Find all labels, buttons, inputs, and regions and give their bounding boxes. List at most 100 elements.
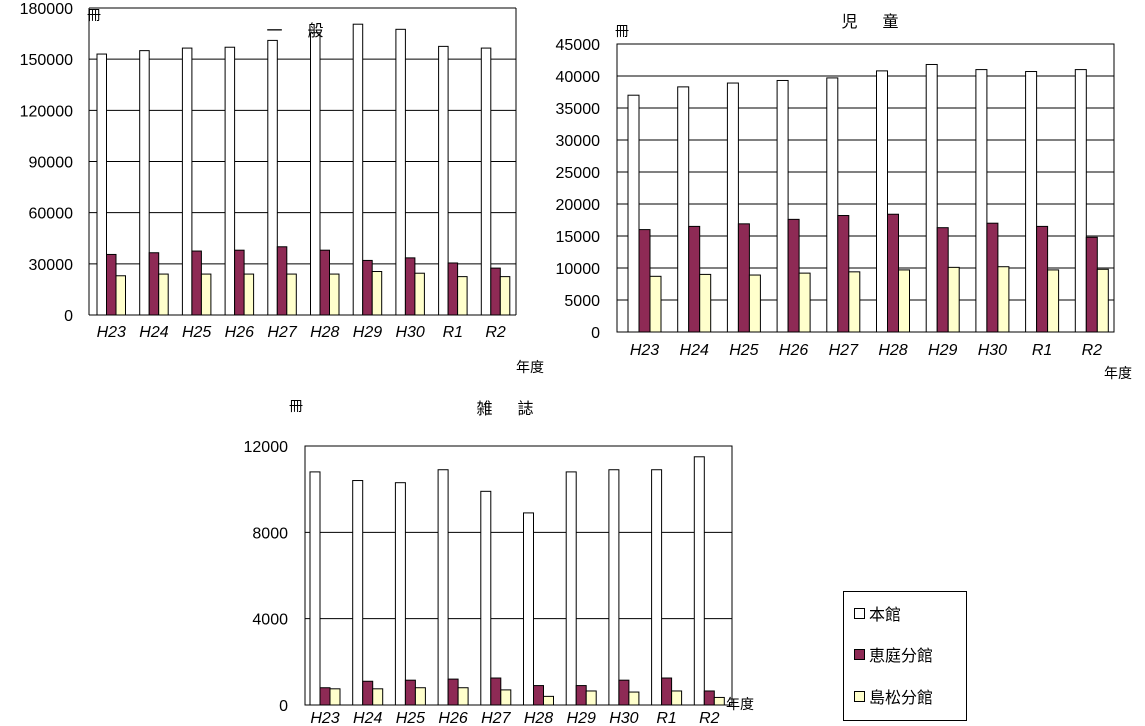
magazine-bar-eniwa-R2 (703, 690, 715, 706)
children-bar-shimamatsu-H29 (947, 266, 960, 333)
children-bar-eniwa-R1 (1036, 225, 1049, 333)
children-x-axis-label: 年度 (1104, 366, 1132, 382)
children-bar-eniwa-H29 (936, 227, 949, 333)
children-bar-shimamatsu-R1 (1047, 269, 1060, 333)
children-bar-eniwa-H24 (688, 225, 701, 333)
magazine-bar-eniwa-H29 (575, 685, 587, 706)
general-ytick-label-2: 60000 (29, 206, 74, 223)
general-x-axis-label: 年度 (516, 360, 544, 376)
children-ytick-label-0: 0 (591, 325, 600, 342)
children-chart-title: 児 童 (841, 12, 908, 31)
legend-swatch-shimamatsu (854, 690, 865, 702)
general-xtick-label-H28: H28 (310, 324, 339, 341)
children-bar-shimamatsu-H26 (798, 272, 811, 333)
children-xtick-label-H29: H29 (928, 342, 957, 359)
magazine-bar-eniwa-H23 (319, 687, 331, 706)
children-bar-honkan-H25 (726, 82, 739, 333)
general-bar-shimamatsu-H30 (414, 272, 425, 316)
general-xtick-label-H25: H25 (182, 324, 211, 341)
children-bar-honkan-R1 (1025, 71, 1038, 333)
general-bar-honkan-H26 (224, 46, 236, 316)
children-xtick-label-H24: H24 (680, 342, 709, 359)
magazine-ytick-label-1: 4000 (252, 612, 288, 629)
magazine-xtick-label-H24: H24 (353, 710, 382, 726)
children-bar-honkan-H23 (627, 94, 640, 333)
magazine-xtick-label-H27: H27 (481, 710, 511, 726)
children-bar-shimamatsu-R2 (1096, 268, 1109, 333)
children-bar-eniwa-H25 (737, 223, 750, 333)
children-y-unit-label: 冊 (615, 24, 629, 40)
magazine-bar-shimamatsu-H25 (414, 687, 426, 706)
general-bar-shimamatsu-H23 (115, 275, 126, 316)
general-ytick-label-4: 120000 (20, 103, 73, 120)
children-bar-shimamatsu-H24 (699, 273, 712, 333)
legend: 本館 恵庭分館 島松分館 (843, 591, 967, 721)
children-ytick-label-9: 45000 (556, 37, 601, 54)
magazine-xtick-label-H30: H30 (609, 710, 638, 726)
children-bar-honkan-R2 (1074, 69, 1087, 333)
general-bar-eniwa-H28 (319, 249, 330, 316)
general-y-unit-label: 冊 (87, 8, 101, 24)
magazine-bar-eniwa-H24 (362, 680, 374, 706)
magazine-bar-honkan-R1 (651, 469, 663, 706)
legend-item-eniwa: 恵庭分館 (854, 642, 933, 666)
children-ytick-label-1: 5000 (564, 293, 600, 310)
magazine-y-unit-label: 冊 (289, 399, 303, 415)
magazine-xtick-label-H25: H25 (396, 710, 425, 726)
children-bar-eniwa-H28 (887, 213, 899, 333)
magazine-bar-shimamatsu-H27 (500, 689, 512, 706)
magazine-plot-frame (304, 445, 733, 706)
legend-item-honkan: 本館 (854, 601, 901, 625)
general-xtick-label-H29: H29 (353, 324, 382, 341)
children-xtick-label-H28: H28 (878, 342, 907, 359)
general-bar-honkan-H27 (267, 39, 278, 316)
general-bar-honkan-H29 (352, 23, 364, 316)
general-bar-eniwa-R2 (490, 267, 501, 316)
children-bar-honkan-H24 (677, 86, 690, 333)
magazine-bar-eniwa-H26 (447, 678, 459, 706)
magazine-bar-eniwa-H27 (490, 677, 502, 706)
general-bar-honkan-H24 (139, 50, 150, 316)
children-xtick-label-H23: H23 (630, 342, 659, 359)
general-bar-honkan-R1 (438, 45, 449, 316)
magazine-bar-honkan-H29 (565, 471, 577, 706)
magazine-bar-honkan-H23 (309, 471, 321, 706)
magazine-bar-shimamatsu-R2 (713, 696, 725, 706)
magazine-bar-shimamatsu-H26 (457, 687, 469, 706)
children-xtick-label-R1: R1 (1032, 342, 1052, 359)
magazine-xtick-label-H23: H23 (310, 710, 339, 726)
magazine-bar-honkan-H27 (480, 490, 492, 706)
general-bar-shimamatsu-H29 (371, 271, 383, 316)
magazine-bar-shimamatsu-H23 (329, 688, 341, 706)
general-xtick-label-H23: H23 (97, 324, 126, 341)
children-bar-eniwa-H27 (837, 215, 850, 333)
children-bar-honkan-H30 (975, 69, 988, 333)
legend-label-honkan: 本館 (869, 605, 902, 624)
general-bar-shimamatsu-R1 (457, 276, 468, 316)
children-bar-eniwa-H30 (986, 222, 999, 333)
children-ytick-label-3: 15000 (556, 229, 601, 246)
general-ytick-label-6: 180000 (20, 1, 73, 18)
general-bar-eniwa-H30 (404, 257, 416, 316)
general-bar-eniwa-H24 (148, 252, 160, 316)
general-bar-eniwa-R1 (447, 262, 459, 316)
general-bar-shimamatsu-H27 (286, 273, 297, 316)
magazine-ytick-label-3: 12000 (244, 439, 289, 456)
magazine-bar-shimamatsu-H28 (543, 695, 554, 706)
magazine-bar-eniwa-R1 (661, 677, 673, 706)
legend-swatch-eniwa (854, 648, 865, 660)
children-bar-shimamatsu-H30 (997, 266, 1010, 333)
general-ytick-label-0: 0 (64, 308, 73, 325)
children-bar-shimamatsu-H23 (649, 275, 662, 333)
children-ytick-label-6: 30000 (556, 133, 601, 150)
general-ytick-label-5: 150000 (20, 52, 73, 69)
general-bar-eniwa-H26 (234, 249, 245, 316)
children-ytick-label-7: 35000 (556, 101, 601, 118)
general-bar-honkan-H30 (395, 28, 406, 316)
general-bar-shimamatsu-H25 (200, 273, 212, 316)
magazine-bar-honkan-H25 (394, 482, 406, 706)
children-ytick-label-8: 40000 (556, 69, 601, 86)
general-bar-eniwa-H23 (106, 253, 117, 316)
magazine-bar-eniwa-H30 (618, 679, 630, 706)
